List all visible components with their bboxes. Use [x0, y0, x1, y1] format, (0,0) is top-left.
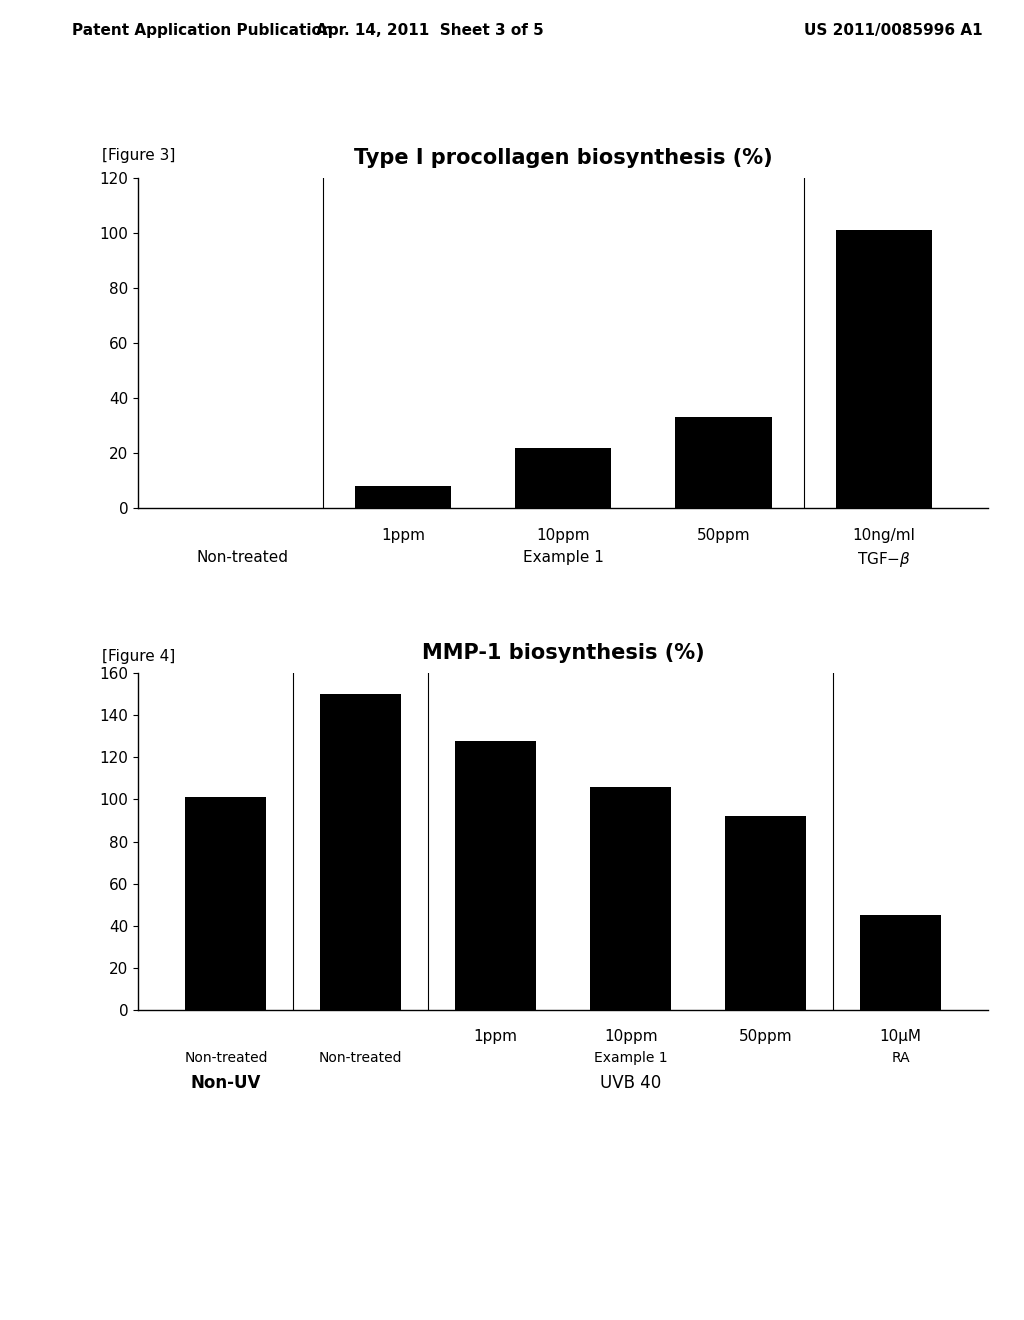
Title: MMP-1 biosynthesis (%): MMP-1 biosynthesis (%)	[422, 643, 705, 664]
Text: Example 1: Example 1	[523, 550, 603, 565]
Bar	[836, 231, 932, 508]
Text: 10ppm: 10ppm	[537, 528, 590, 543]
Text: RA: RA	[891, 1052, 909, 1065]
Text: Apr. 14, 2011  Sheet 3 of 5: Apr. 14, 2011 Sheet 3 of 5	[316, 22, 544, 38]
Bar	[725, 816, 806, 1010]
Text: 10μM: 10μM	[880, 1030, 922, 1044]
Title: Type I procollagen biosynthesis (%): Type I procollagen biosynthesis (%)	[354, 148, 772, 169]
Text: Non-treated: Non-treated	[319, 1052, 402, 1065]
Text: 1ppm: 1ppm	[381, 528, 425, 543]
Text: Patent Application Publication: Patent Application Publication	[72, 22, 333, 38]
Text: 50ppm: 50ppm	[696, 528, 751, 543]
Text: [Figure 4]: [Figure 4]	[102, 649, 176, 664]
Text: Non-treated: Non-treated	[184, 1052, 267, 1065]
Text: 10ppm: 10ppm	[604, 1030, 657, 1044]
Text: [Figure 3]: [Figure 3]	[102, 148, 176, 162]
Bar	[321, 694, 401, 1010]
Bar	[676, 417, 772, 508]
Bar	[185, 797, 266, 1010]
Text: Example 1: Example 1	[594, 1052, 668, 1065]
Text: 10ng/ml: 10ng/ml	[853, 528, 915, 543]
Text: 1ppm: 1ppm	[474, 1030, 518, 1044]
Text: US 2011/0085996 A1: US 2011/0085996 A1	[805, 22, 983, 38]
Text: TGF$-\beta$: TGF$-\beta$	[857, 550, 911, 569]
Bar	[590, 787, 671, 1010]
Text: 50ppm: 50ppm	[738, 1030, 793, 1044]
Bar	[354, 486, 451, 508]
Bar	[860, 915, 941, 1010]
Text: Non-UV: Non-UV	[190, 1073, 261, 1092]
Text: Non-treated: Non-treated	[197, 550, 289, 565]
Bar	[515, 447, 611, 508]
Text: UVB 40: UVB 40	[600, 1073, 662, 1092]
Bar	[456, 741, 537, 1010]
